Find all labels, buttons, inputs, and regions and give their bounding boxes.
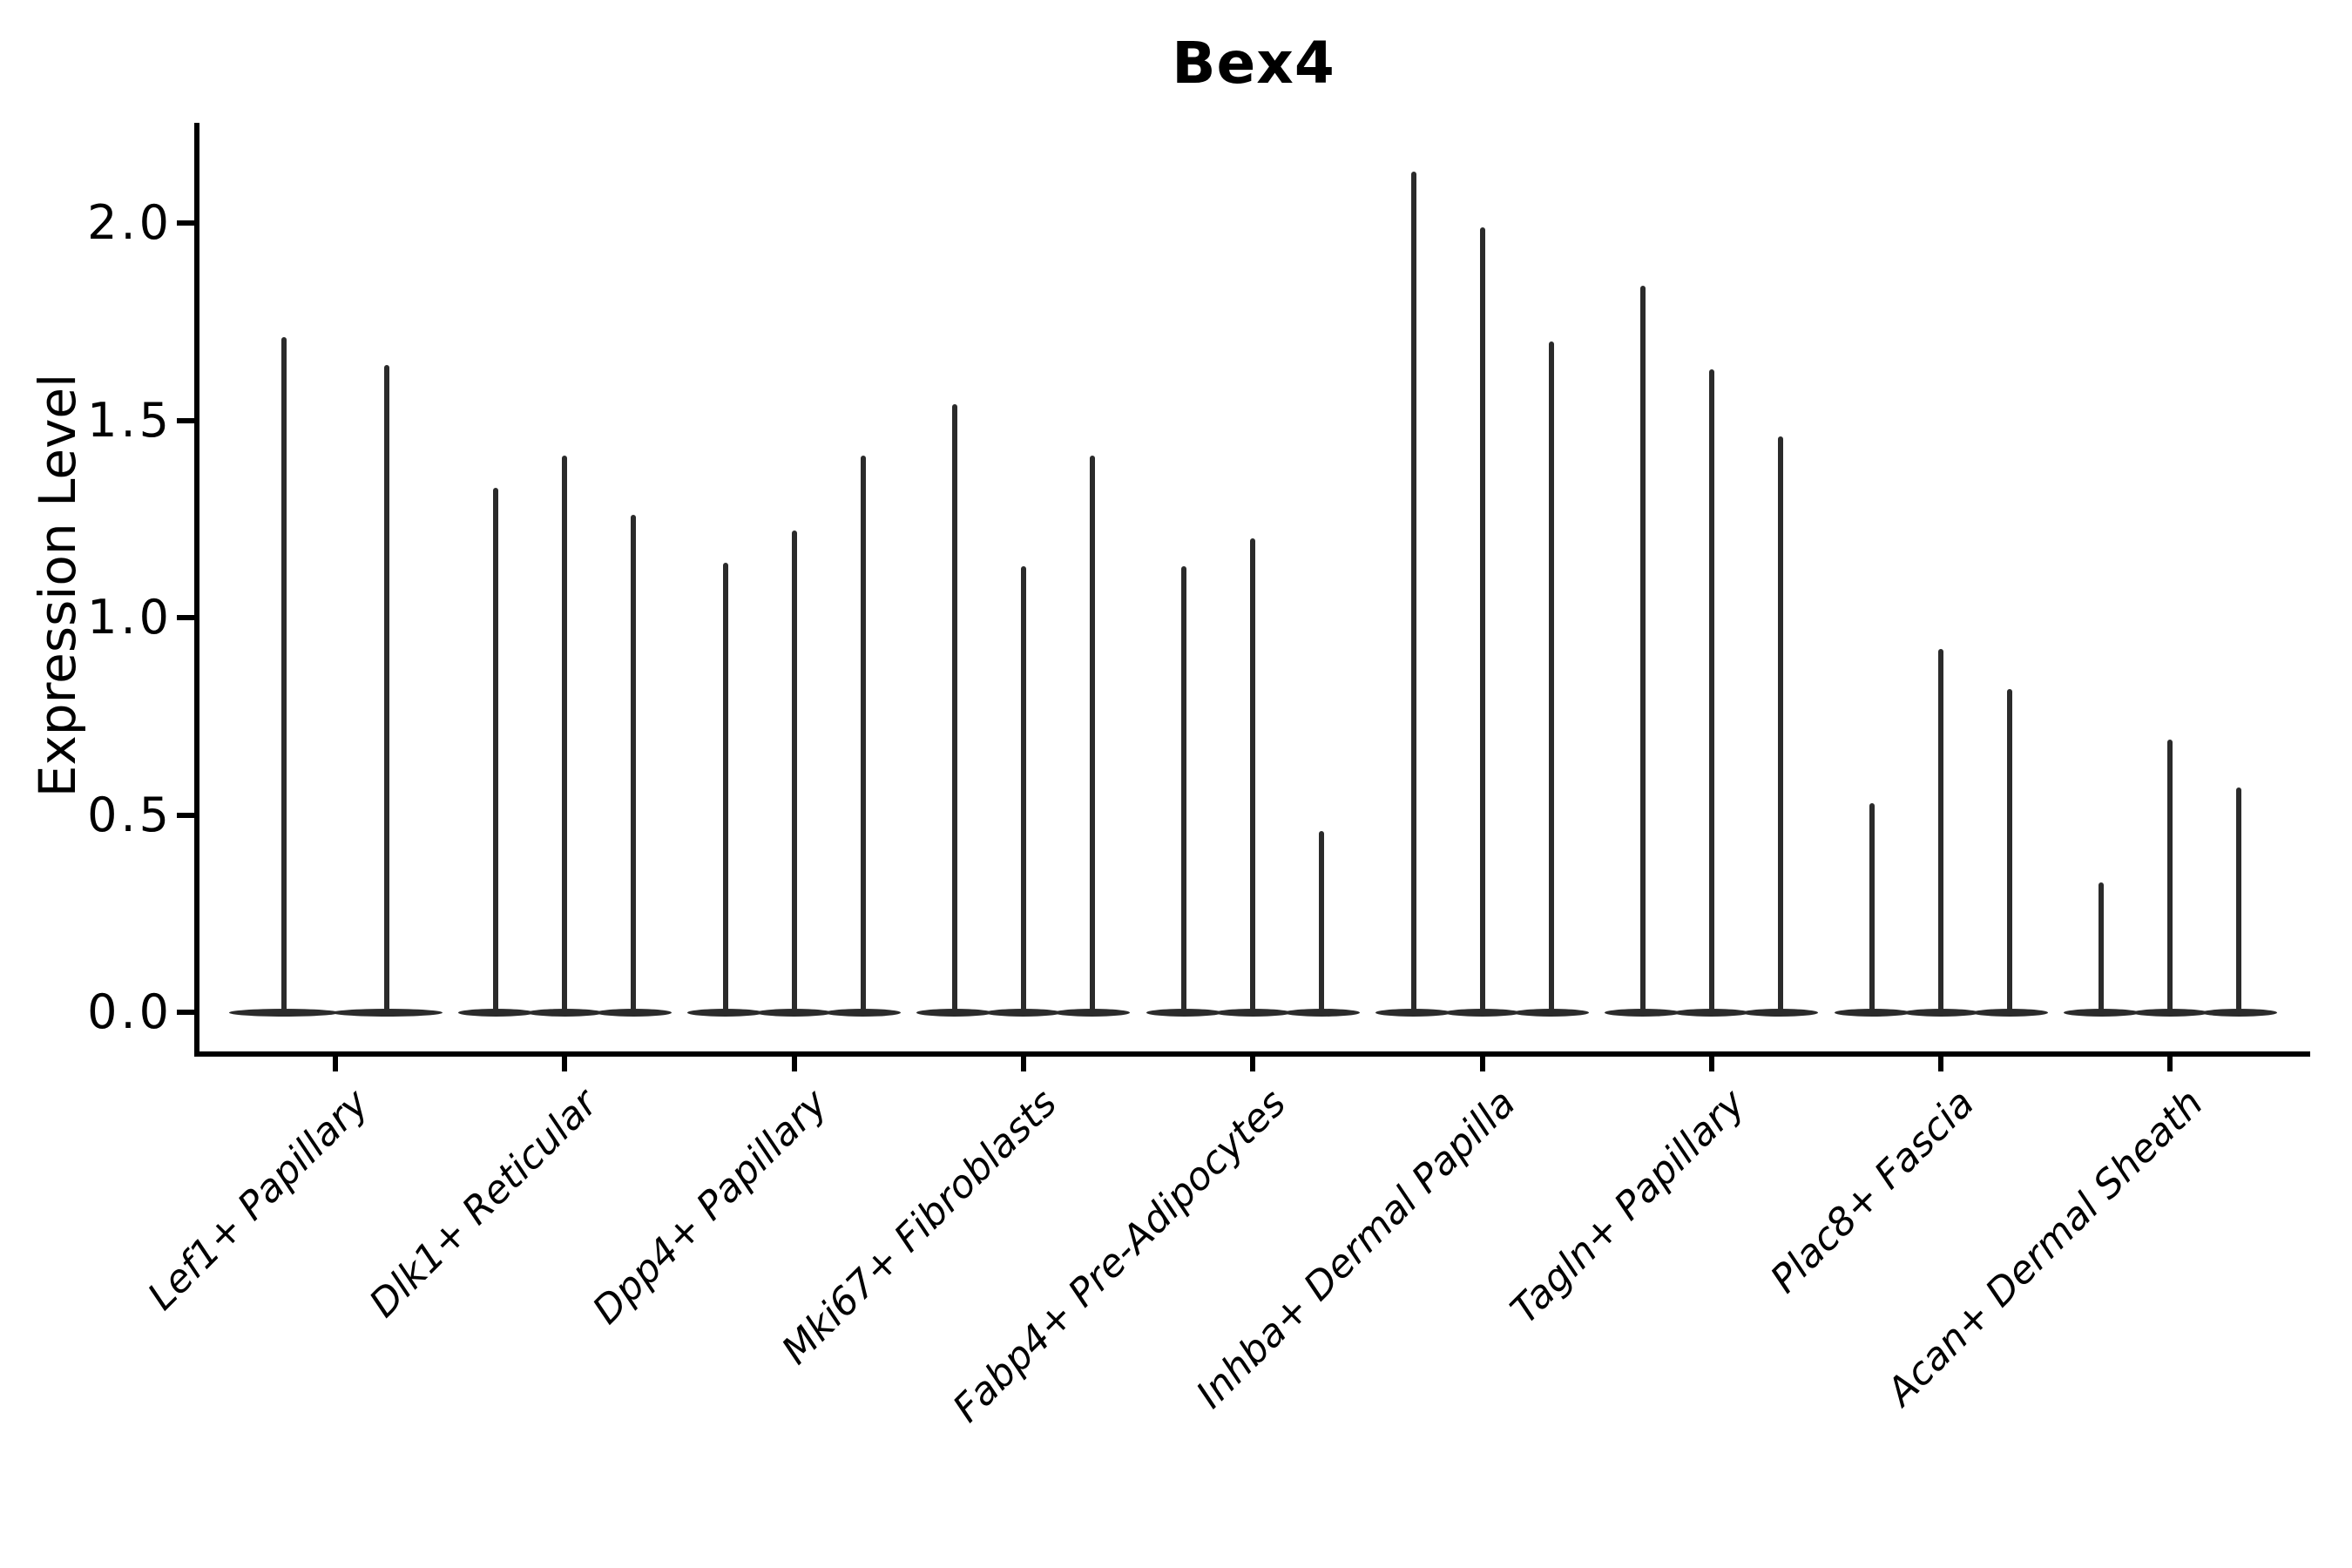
violin-spike	[1938, 649, 1944, 1016]
violin-spike	[722, 562, 728, 1016]
x-tick-mark	[1020, 1057, 1026, 1071]
violin-spike	[1319, 830, 1325, 1016]
violin-spike	[1479, 226, 1485, 1016]
violin-spike	[562, 456, 568, 1016]
x-tick-label: Dpp4+ Papillary	[584, 1080, 836, 1333]
violin-spike	[384, 365, 390, 1016]
x-tick-label: Lef1+ Papillary	[139, 1080, 377, 1319]
violin-spike	[631, 515, 637, 1016]
x-tick-mark	[1479, 1057, 1485, 1071]
violin-spike	[1250, 538, 1256, 1016]
violin-spike	[1181, 566, 1187, 1016]
x-tick-label: Plac8+ Fascia	[1761, 1080, 1984, 1302]
x-tick-label: Dlk1+ Reticular	[361, 1080, 607, 1327]
violin-spike	[1639, 286, 1646, 1016]
y-tick-label: 2.0	[87, 195, 172, 250]
violin-spike	[2167, 740, 2173, 1016]
y-tick-label: 0.5	[87, 787, 172, 842]
violin-spike	[1410, 172, 1416, 1016]
violin-spike	[791, 531, 797, 1016]
y-tick-label: 0.0	[87, 984, 172, 1039]
violin-spike	[1089, 456, 1095, 1016]
y-tick-mark	[177, 220, 194, 226]
y-tick-mark	[177, 417, 194, 423]
y-tick-label: 1.0	[87, 590, 172, 645]
x-tick-mark	[1708, 1057, 1714, 1071]
x-tick-mark	[562, 1057, 568, 1071]
y-tick-mark	[177, 615, 194, 620]
x-tick-label: Tagln+ Papillary	[1502, 1080, 1754, 1333]
y-axis-spine	[194, 123, 199, 1057]
y-tick-mark	[177, 812, 194, 818]
violin-spike	[860, 456, 866, 1016]
violin-spike	[951, 404, 957, 1016]
chart-title: Bex4	[1172, 30, 1335, 97]
x-tick-mark	[1250, 1057, 1256, 1071]
x-axis-spine	[194, 1051, 2310, 1057]
x-tick-mark	[2167, 1057, 2173, 1071]
violin-spike	[1869, 802, 1876, 1016]
violin-spike	[2236, 787, 2242, 1016]
violin-spike	[1548, 341, 1554, 1016]
violin-spike	[1708, 368, 1714, 1016]
y-tick-label: 1.5	[87, 392, 172, 448]
violin-spike	[280, 337, 287, 1016]
x-tick-mark	[791, 1057, 797, 1071]
violin-spike	[1777, 436, 1783, 1016]
violin-spike	[493, 487, 499, 1016]
violin-spike	[2007, 688, 2013, 1016]
violin-spike	[2099, 882, 2105, 1016]
y-tick-mark	[177, 1010, 194, 1015]
violin-spike	[1020, 566, 1026, 1016]
x-tick-mark	[1938, 1057, 1944, 1071]
x-tick-mark	[333, 1057, 338, 1071]
